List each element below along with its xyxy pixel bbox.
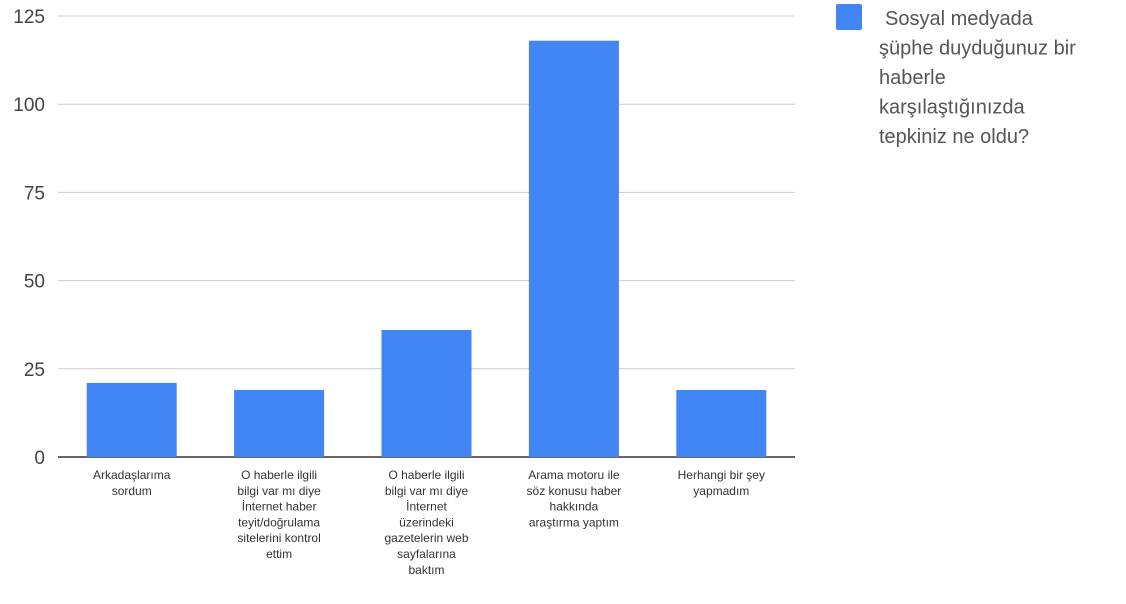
legend: Sosyal medyada şüphe duyduğunuz bir haberl… xyxy=(836,4,1076,148)
bar xyxy=(528,40,619,458)
y-axis-ticks: 0 25 50 75 100 125 xyxy=(13,7,45,469)
bar xyxy=(86,382,177,457)
x-tick-label: Arama motoru ile söz konusu haber hakkında… xyxy=(527,468,622,529)
legend-swatch xyxy=(836,4,862,30)
legend-label: Sosyal medyada şüphe duyduğunuz bir haberl… xyxy=(879,8,1076,148)
x-tick-label: O haberle ilgili bilgi var mı diye İnterne… xyxy=(237,468,321,561)
bars xyxy=(86,40,767,458)
bar xyxy=(234,389,325,457)
x-tick-label: Herhangi bir şey yapmadım xyxy=(678,468,765,498)
x-tick-label: Arkadaşlarıma sordum xyxy=(93,468,171,498)
bar xyxy=(381,329,472,457)
y-tick-label: 100 xyxy=(13,95,45,116)
y-tick-label: 75 xyxy=(24,183,45,204)
grid-lines xyxy=(58,15,795,458)
x-tick-label: O haberle ilgili bilgi var mı diye İnterne… xyxy=(384,468,468,577)
y-tick-label: 125 xyxy=(13,7,45,28)
y-tick-label: 25 xyxy=(24,360,45,381)
y-tick-label: 50 xyxy=(24,272,45,293)
x-axis-ticks: Arkadaşlarıma sordum O haberle ilgili bilgi… xyxy=(93,468,765,577)
bar xyxy=(676,389,767,457)
y-tick-label: 0 xyxy=(34,448,45,469)
